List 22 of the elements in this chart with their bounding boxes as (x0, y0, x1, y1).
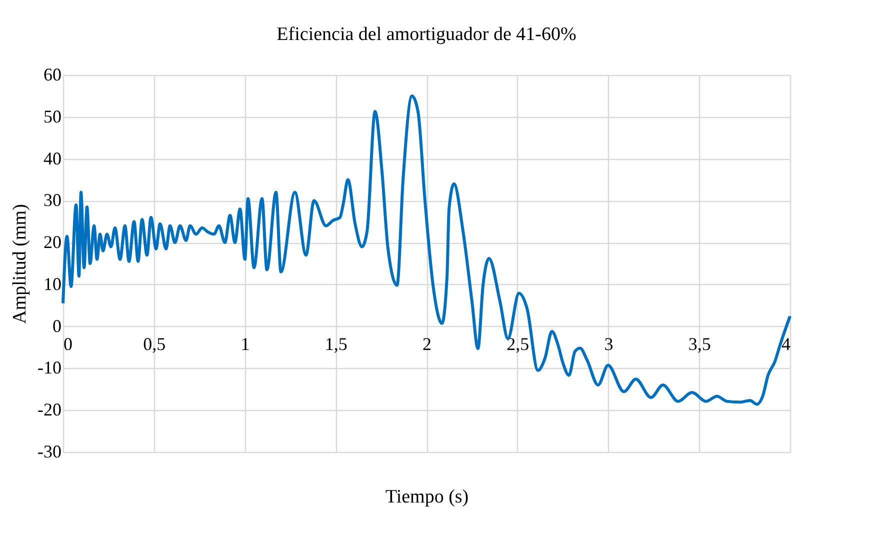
y-tick-label: 50 (44, 106, 62, 126)
y-tick-label: 40 (44, 148, 62, 168)
x-tick-label: 3 (604, 334, 614, 354)
x-tick-label: 1 (240, 334, 250, 354)
y-axis-title: Amplitud (mm) (10, 204, 31, 324)
y-tick-label: 10 (44, 274, 62, 294)
chart-title: Eficiencia del amortiguador de 41-60% (276, 24, 576, 45)
line-series (62, 94, 792, 406)
y-tick-label: -30 (38, 442, 62, 462)
x-axis-title: Tiempo (s) (385, 486, 469, 508)
y-tick-label: 60 (44, 64, 62, 84)
x-tick-label: 2,5 (506, 334, 530, 354)
y-tick-label: -10 (38, 358, 62, 378)
x-tick-label: 3,5 (688, 334, 711, 354)
x-tick-label: 2 (422, 334, 432, 354)
y-tick-label: 20 (44, 232, 62, 252)
x-tick-label: 0,5 (143, 334, 166, 354)
y-tick-label: 0 (52, 316, 62, 336)
y-tick-label: 30 (44, 190, 62, 210)
y-tick-label: -20 (38, 400, 62, 420)
x-tick-label: 4 (782, 334, 790, 354)
x-tick-label: 1,5 (324, 334, 348, 354)
